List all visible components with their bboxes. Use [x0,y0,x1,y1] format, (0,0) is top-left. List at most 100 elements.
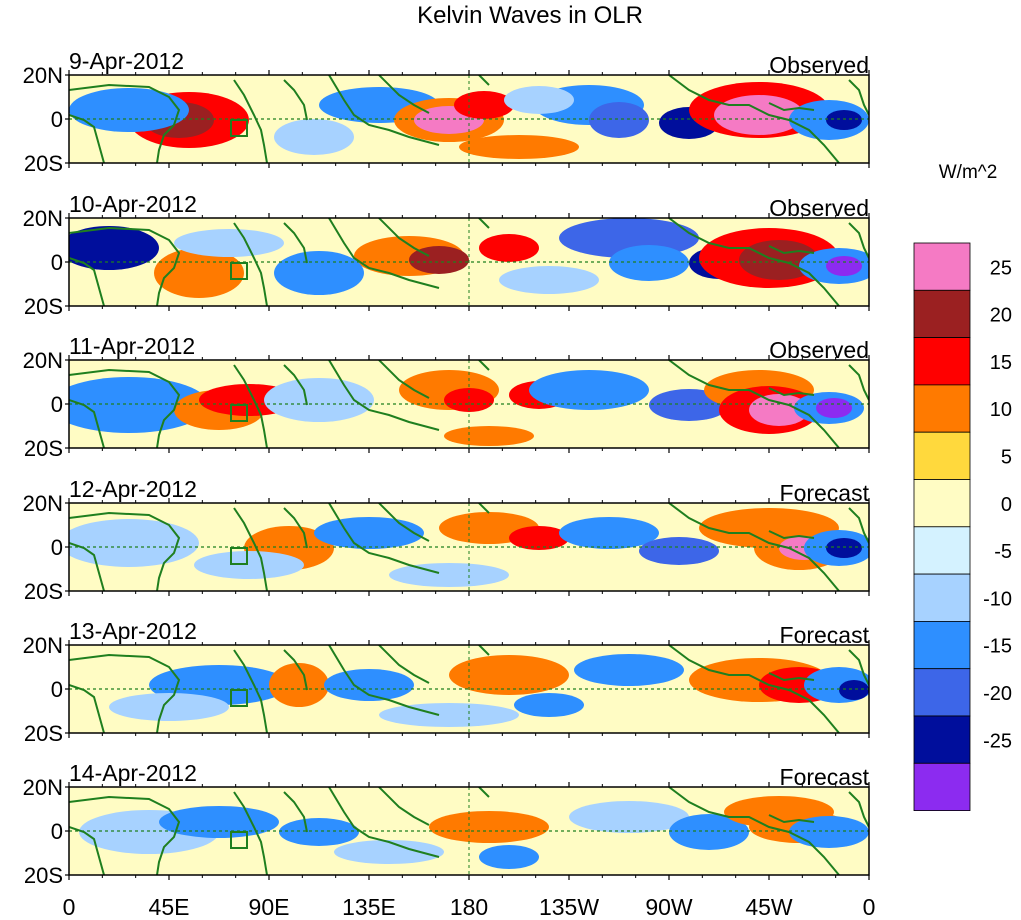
anomaly-blob [269,663,329,707]
coastline [283,79,308,121]
coastline [848,649,869,686]
coastline [69,114,105,163]
coastline [328,218,440,289]
panel-status-label: Observed [769,337,869,363]
anomaly-blob [389,563,509,587]
coastline [668,360,840,448]
index-region-box [230,262,248,280]
lat-tick-label: 0 [51,677,63,702]
colorbar-swatch [913,384,971,433]
lat-tick-label: 20N [23,775,63,800]
anomaly-blob [449,655,569,695]
coastline [69,368,181,448]
coastline [69,257,105,306]
coastline [69,795,181,875]
colorbar-tick-label: 10 [990,399,1012,421]
colorbar-tick-label: 0 [1001,494,1012,516]
anomaly-blob [379,703,519,727]
coastline [478,645,490,656]
colorbar-swatch [913,573,971,622]
anomaly-blob [826,538,862,558]
index-region-box [230,689,248,707]
coastline [233,222,268,306]
colorbar-swatch [913,621,971,670]
coastline [768,814,815,824]
coastline [478,503,490,514]
anomaly-blob [574,654,684,686]
anomaly-blob [429,811,549,843]
colorbar: W/m^2 25 20 15 10 5 0 -5 -10 -15 -20 -25 [913,162,1012,811]
coastline [283,791,308,833]
lon-tick-label: 45W [745,894,793,920]
coastline [328,787,440,858]
coastline [69,542,105,591]
coastline [848,791,869,828]
anomaly-blob [454,91,514,119]
anomaly-blob [529,370,649,410]
lat-tick-label: 20N [23,633,63,658]
coastline [848,507,869,544]
panel-6: 14-Apr-2012 Forecast 20N 0 20S [23,760,870,888]
lat-tick-label: 20S [24,294,63,319]
coastline [233,507,268,591]
coastline [328,503,440,574]
anomaly-blob [159,806,279,838]
lat-tick-label: 20N [23,491,63,516]
anomaly-blob [314,517,424,549]
coastline [768,102,815,112]
panel-status-label: Forecast [780,764,870,790]
anomaly-blob [559,517,659,549]
lon-tick-label: 90W [645,894,693,920]
anomaly-blob [639,537,719,565]
anomaly-blob [194,551,304,579]
anomaly-blob [514,693,584,717]
coastline [283,222,308,264]
panel-3: 11-Apr-2012 Observed 20N 0 20S [23,333,870,461]
colorbar-swatch [913,668,971,717]
lat-tick-label: 20N [23,63,63,88]
coastline [69,511,181,591]
figure-title: Kelvin Waves in OLR [417,2,643,29]
coastline [478,75,490,86]
coastline [328,75,440,146]
coastline [378,75,430,114]
lat-tick-label: 20S [24,721,63,746]
panel-1: 9-Apr-2012 Observed 20N 0 20S [23,48,870,176]
anomaly-blob [109,693,229,721]
colorbar-units: W/m^2 [939,162,998,183]
colorbar-swatch [913,762,971,811]
anomaly-blob [69,377,209,433]
coastline [233,79,268,163]
coastline [478,787,490,798]
anomaly-blob [749,394,809,426]
olr-anomaly-field [69,787,869,875]
anomaly-blob [264,378,374,422]
anomaly-blob [509,526,569,550]
lat-tick-label: 20S [24,863,63,888]
panel-status-label: Forecast [780,622,870,648]
coastline [478,360,490,371]
lat-tick-label: 20S [24,436,63,461]
anomaly-blob [826,256,862,276]
anomaly-blob [324,669,414,701]
lat-tick-label: 0 [51,250,63,275]
panel-2: 10-Apr-2012 Observed 20N 0 20S [23,191,870,319]
coastline [283,649,308,691]
coastline [69,826,105,875]
anomaly-blob [459,135,579,159]
coastline [768,245,815,255]
coastline [69,653,181,733]
lat-tick-label: 20S [24,579,63,604]
anomaly-blob [499,266,599,294]
colorbar-swatch [913,242,971,291]
coastline [848,79,869,116]
lat-tick-label: 0 [51,107,63,132]
panel-date-label: 11-Apr-2012 [69,333,195,359]
panel-status-label: Observed [769,195,869,221]
lon-tick-label: 180 [450,894,488,920]
index-region-box [230,119,248,137]
colorbar-tick-label: 15 [990,352,1012,374]
panel-status-label: Observed [769,52,869,78]
coastline [69,684,105,733]
